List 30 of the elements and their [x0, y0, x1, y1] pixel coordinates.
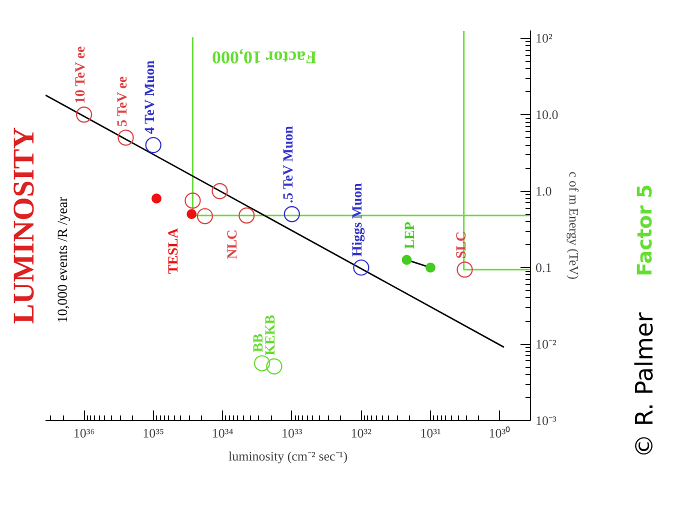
x-tick-label: 10³³ [282, 426, 302, 440]
text: © R. Palmer [630, 312, 660, 458]
text: Factor 5 [632, 184, 658, 276]
x-axis-title: luminosity (cm⁻² sec⁻¹) [228, 448, 348, 464]
text: 5 TeV ee [115, 76, 130, 127]
text: NLC [226, 229, 241, 260]
text: 4 TeV Muon [142, 60, 158, 134]
y-tick-label: 10² [536, 30, 552, 46]
x-tick-label: 10³⁰ [488, 426, 511, 440]
x-tick-label: 10³⁴ [212, 426, 234, 440]
x-tick-label: 10³⁶ [73, 426, 95, 440]
annotation: 10,000 events /R /year [56, 196, 71, 323]
y-tick-label: 10⁻² [536, 336, 556, 352]
x-tick-label: 10³¹ [420, 426, 441, 440]
y-tick-label: 10⁻³ [536, 413, 556, 428]
text: .5 TeV Muon [281, 126, 296, 204]
text: LUMINOSITY [8, 126, 40, 324]
x-tick-label: 10³² [350, 426, 372, 440]
annotation: Factor 10,000 [212, 47, 317, 68]
text: Higgs Muon [350, 182, 366, 257]
y-tick-label: 0.1 [536, 260, 552, 276]
text: TESLA [166, 227, 182, 274]
text: SLC [454, 231, 470, 259]
y-tick-label: 10.0 [536, 107, 558, 122]
text: 10 TeV ee [74, 46, 89, 104]
text: KEKB [264, 314, 279, 356]
x-tick-label: 10³⁵ [142, 426, 164, 440]
text: LEP [403, 221, 418, 249]
y-axis-title: c of m Energy (TeV) [566, 172, 582, 280]
y-tick-label: 1.0 [536, 184, 552, 199]
